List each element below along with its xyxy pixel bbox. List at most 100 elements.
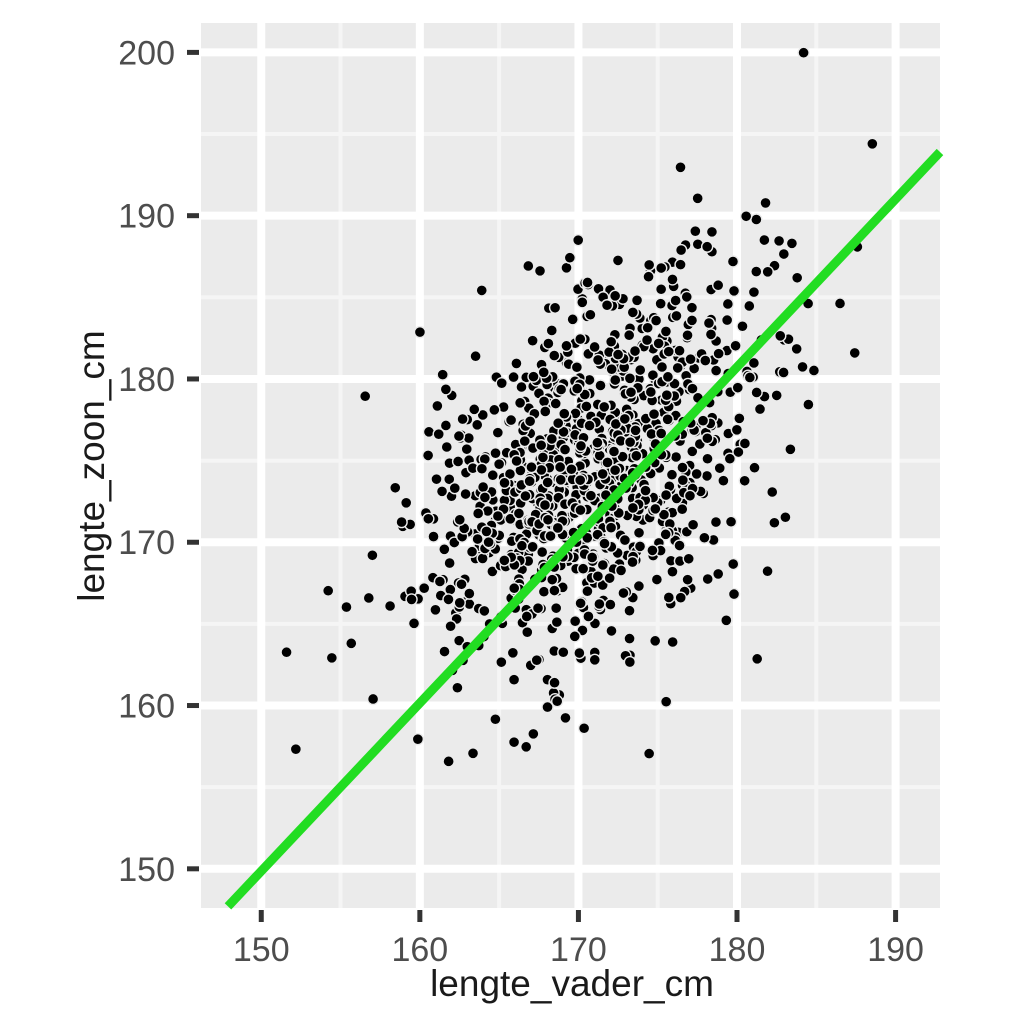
scatter-point [506, 646, 520, 659]
scatter-point [510, 357, 523, 370]
scatter-point [568, 615, 582, 628]
scatter-point [690, 467, 703, 481]
scatter-point [577, 722, 591, 735]
scatter-point [471, 418, 484, 432]
scatter-point [623, 372, 637, 385]
scatter-point [659, 695, 673, 708]
scatter-point [666, 565, 679, 578]
scatter-point [676, 461, 689, 474]
scatter-point [666, 635, 679, 649]
x-tick-label: 190 [867, 931, 924, 969]
scatter-point [574, 332, 587, 346]
scatter-point [383, 599, 397, 613]
scatter-point [614, 564, 628, 577]
scatter-point [661, 413, 674, 426]
scatter-point [462, 431, 476, 445]
scatter-point [623, 655, 637, 669]
scatter-point [681, 329, 694, 342]
scatter-point [623, 435, 637, 449]
scatter-point [552, 416, 565, 430]
scatter-point [655, 427, 668, 440]
scatter-point [866, 137, 879, 151]
scatter-point [436, 368, 449, 381]
scatter-point [455, 578, 468, 591]
scatter-point [770, 389, 783, 402]
scatter-point [673, 344, 686, 357]
scatter-point [418, 582, 431, 595]
scatter-point [730, 423, 744, 436]
scatter-point [452, 634, 466, 647]
scatter-point [790, 342, 803, 356]
scatter-point [584, 308, 597, 321]
scatter-point [727, 557, 740, 571]
scatter-point [689, 224, 702, 238]
scatter-point [539, 405, 552, 418]
reference-line-segment [224, 148, 944, 910]
scatter-point [649, 502, 662, 516]
scatter-point [444, 620, 457, 633]
scatter-point [489, 713, 502, 726]
scatter-point [731, 381, 744, 394]
scatter-point [576, 562, 590, 575]
scatter-point [548, 349, 561, 362]
scatter-point [545, 432, 559, 446]
scatter-point [565, 463, 578, 476]
scatter-point [657, 508, 671, 521]
scatter-point [554, 473, 567, 487]
scatter-point [674, 591, 687, 604]
scatter-point [701, 432, 714, 445]
scatter-point [476, 480, 490, 494]
scatter-point [498, 554, 511, 567]
scatter-point [463, 587, 476, 600]
y-tick-label: 150 [118, 851, 175, 889]
scatter-point [566, 313, 579, 326]
scatter-point [662, 345, 675, 358]
scatter-point [797, 46, 810, 59]
scatter-point [430, 472, 443, 486]
scatter-point [603, 571, 616, 585]
scatter-point [758, 233, 771, 247]
scatter-point [604, 521, 618, 534]
scatter-point [685, 314, 699, 327]
scatter-point [489, 446, 502, 460]
scatter-point [709, 515, 723, 529]
scatter-point [704, 328, 718, 341]
scatter-point [648, 634, 662, 648]
scatter-point [777, 366, 790, 379]
scatter-point [534, 439, 548, 452]
scatter-point [553, 460, 567, 474]
scatter-point [504, 512, 517, 526]
scatter-point [476, 552, 489, 565]
scatter-point [533, 264, 547, 278]
scatter-point [662, 591, 676, 604]
scatter-point [546, 573, 559, 586]
scatter-point [674, 161, 687, 174]
scatter-point [680, 290, 693, 304]
scatter-point [790, 271, 804, 284]
scatter-point [644, 385, 658, 399]
y-axis-title: lengte_zoon_cm [71, 330, 112, 602]
scatter-point [321, 584, 335, 597]
scatter-point [674, 258, 687, 271]
scatter-point [628, 344, 642, 358]
scatter-point [641, 321, 654, 334]
scatter-point [646, 368, 660, 382]
scatter-point [591, 436, 604, 449]
scatter-point [486, 469, 499, 482]
scatter-point [604, 335, 618, 348]
scatter-point [541, 476, 554, 489]
scatter-point [784, 443, 797, 456]
scatter-point [495, 655, 508, 669]
scatter-point [443, 556, 456, 570]
scatter-point [549, 601, 563, 615]
scatter-points [280, 46, 879, 768]
scatter-point [660, 389, 674, 402]
scatter-point [743, 371, 757, 384]
scatter-point [753, 402, 767, 416]
scatter-point [640, 333, 654, 347]
scatter-point [665, 468, 679, 481]
scatter-point [570, 382, 584, 395]
scatter-point [438, 543, 451, 556]
scatter-point [686, 382, 699, 395]
scatter-point [527, 727, 540, 741]
